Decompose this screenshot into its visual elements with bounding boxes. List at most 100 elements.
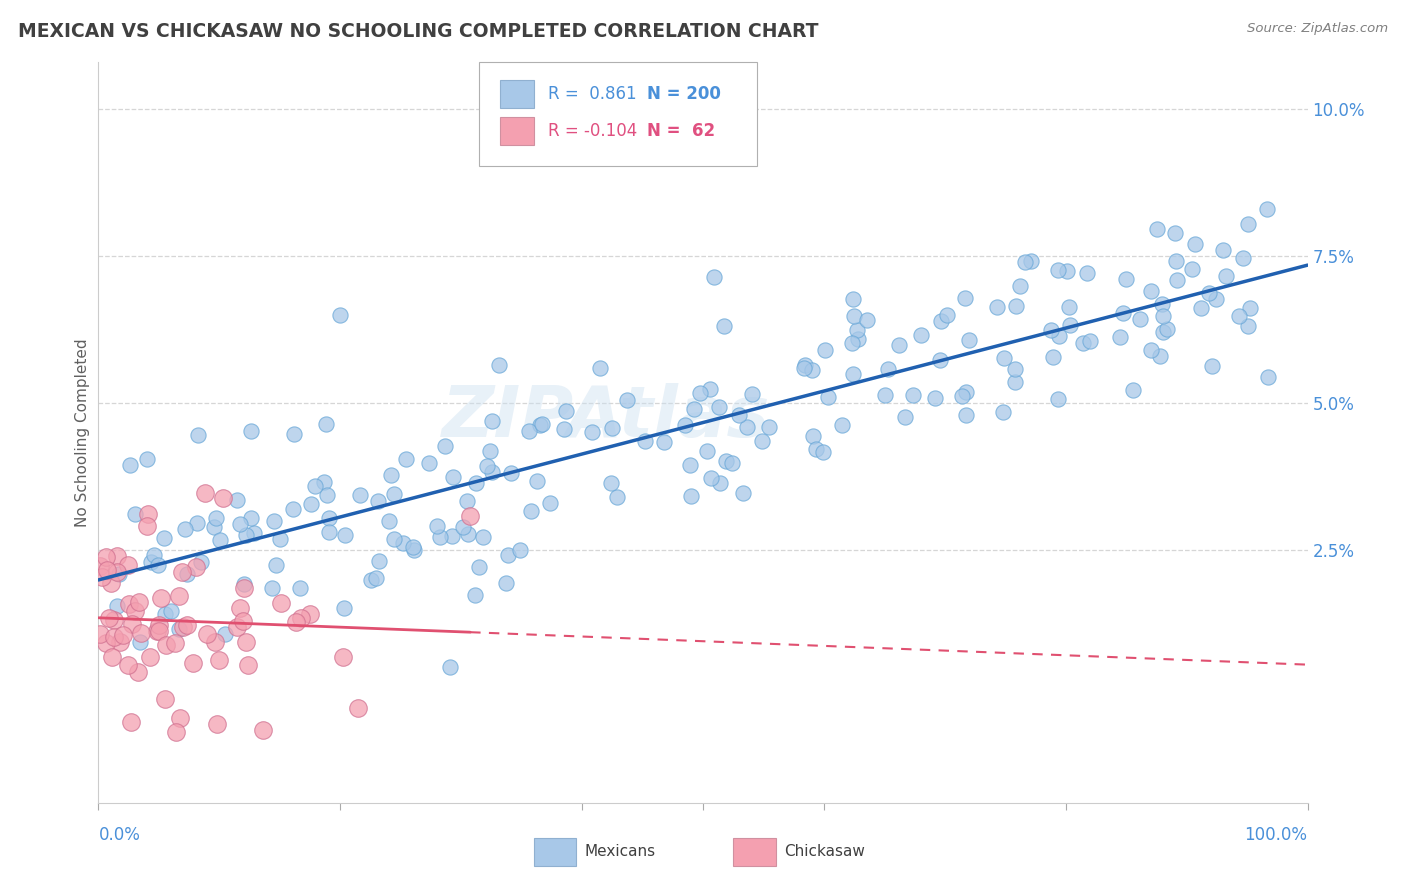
Point (208, 533, 231, 548)
Point (332, 600, 354, 615)
Point (673, 417, 696, 432)
Point (728, 409, 751, 423)
Point (894, 409, 917, 424)
Point (1128, 311, 1150, 326)
Point (105, 566, 128, 580)
Point (606, 490, 628, 504)
Point (124, 604, 146, 618)
Point (1140, 343, 1163, 358)
Point (472, 530, 495, 544)
Point (89, 559, 111, 574)
Point (111, 627, 134, 641)
Point (229, 601, 252, 615)
Point (699, 382, 721, 396)
Point (315, 417, 337, 431)
Point (367, 494, 389, 508)
Point (733, 485, 755, 500)
Point (1236, 217, 1258, 231)
Point (842, 367, 865, 381)
Point (187, 428, 209, 442)
Text: Mexicans: Mexicans (585, 844, 655, 859)
Point (876, 362, 898, 376)
Point (252, 723, 274, 737)
Point (1201, 359, 1223, 373)
Point (269, 532, 291, 546)
Point (1166, 273, 1188, 287)
Point (842, 309, 865, 323)
Point (155, 638, 177, 652)
Point (901, 387, 924, 401)
Point (332, 650, 354, 665)
Point (329, 308, 352, 322)
Text: ZIPAtlas: ZIPAtlas (441, 384, 770, 452)
Point (1149, 349, 1171, 363)
Point (1239, 301, 1261, 315)
Point (1189, 301, 1212, 316)
Point (1059, 318, 1081, 333)
Point (741, 387, 763, 401)
Point (681, 489, 703, 503)
Point (955, 385, 977, 400)
Point (696, 444, 718, 458)
Point (120, 714, 142, 729)
Point (153, 691, 176, 706)
Point (142, 548, 165, 562)
Point (299, 497, 322, 511)
Point (214, 626, 236, 640)
Point (103, 630, 125, 644)
Point (172, 620, 194, 634)
Point (225, 620, 247, 634)
Point (107, 567, 129, 582)
Point (1047, 392, 1070, 407)
Point (139, 556, 162, 570)
Point (1071, 335, 1094, 350)
Point (464, 588, 486, 602)
Bar (501, 117, 534, 145)
Point (129, 626, 152, 640)
Point (232, 614, 254, 628)
Point (845, 323, 868, 337)
Point (801, 428, 824, 442)
Point (856, 313, 879, 327)
Point (378, 514, 401, 528)
Point (910, 328, 932, 343)
Text: Chickasaw: Chickasaw (785, 844, 865, 859)
Point (205, 511, 228, 525)
Point (953, 291, 976, 305)
Point (186, 559, 208, 574)
Point (135, 519, 157, 533)
Point (1109, 329, 1132, 343)
Point (236, 658, 259, 673)
Point (720, 456, 742, 470)
Point (800, 362, 823, 376)
Point (581, 425, 603, 439)
Point (152, 531, 174, 545)
Point (298, 607, 321, 621)
Point (96, 636, 118, 650)
Point (284, 615, 307, 629)
Point (148, 624, 170, 638)
Point (103, 613, 125, 627)
Point (1146, 221, 1168, 235)
Point (1232, 251, 1254, 265)
Point (174, 522, 197, 536)
Point (1021, 254, 1043, 268)
Point (679, 458, 702, 472)
Point (1256, 202, 1278, 216)
Point (136, 451, 159, 466)
Point (936, 308, 959, 322)
Point (793, 360, 815, 375)
Point (751, 434, 773, 448)
Point (318, 510, 340, 524)
Point (360, 574, 382, 588)
Text: MEXICAN VS CHICKASAW NO SCHOOLING COMPLETED CORRELATION CHART: MEXICAN VS CHICKASAW NO SCHOOLING COMPLE… (18, 22, 818, 41)
Point (991, 404, 1014, 418)
Point (817, 390, 839, 404)
Point (1212, 244, 1234, 258)
Point (228, 516, 250, 531)
Point (478, 443, 501, 458)
Point (429, 530, 451, 544)
Point (384, 533, 406, 547)
Point (616, 393, 638, 408)
Point (986, 300, 1008, 314)
